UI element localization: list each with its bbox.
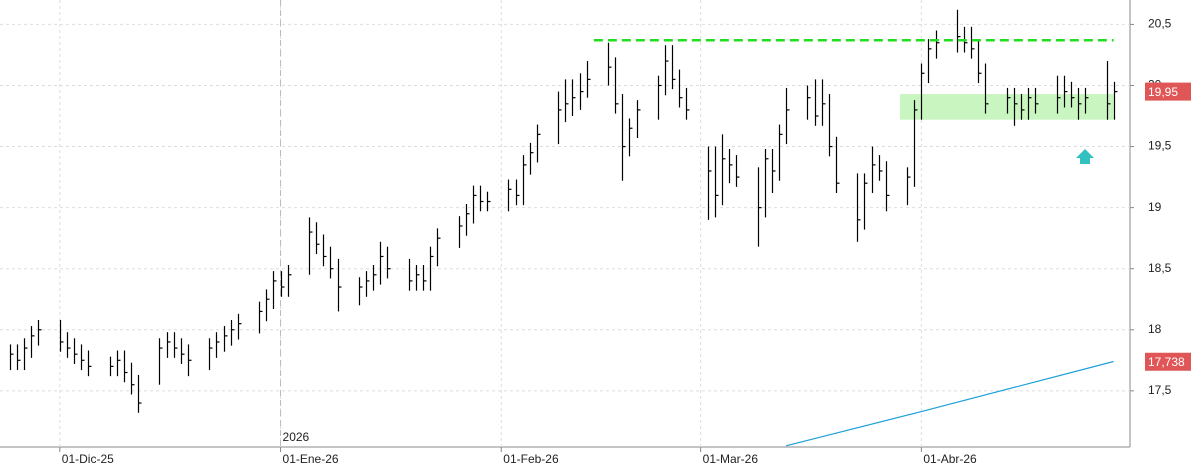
support-zone xyxy=(900,94,1114,120)
x-tick-label: 01-Dic-25 xyxy=(62,452,114,466)
y-tick-label: 19 xyxy=(1148,200,1162,214)
y-tick-label: 20,5 xyxy=(1148,17,1172,31)
x-tick-label: 01-Abr-26 xyxy=(923,452,977,466)
y-tick-label: 18 xyxy=(1148,322,1162,336)
last-price-tag-label: 19,95 xyxy=(1148,85,1178,99)
y-tick-label: 18,5 xyxy=(1148,261,1172,275)
up-arrow-icon xyxy=(1076,149,1094,164)
ma-price-tag xyxy=(1145,352,1191,371)
y-tick-label: 19,5 xyxy=(1148,139,1172,153)
x-tick-label: 01-Mar-26 xyxy=(703,452,759,466)
x-tick-label: 01-Ene-26 xyxy=(283,452,339,466)
moving-average-line xyxy=(785,360,1114,447)
ma-price-tag-label: 17,738 xyxy=(1148,355,1185,369)
y-tick-label: 17,5 xyxy=(1148,383,1172,397)
x-tick-label: 01-Feb-26 xyxy=(503,452,559,466)
last-price-tag xyxy=(1145,82,1191,101)
year-label: 2026 xyxy=(283,430,310,444)
